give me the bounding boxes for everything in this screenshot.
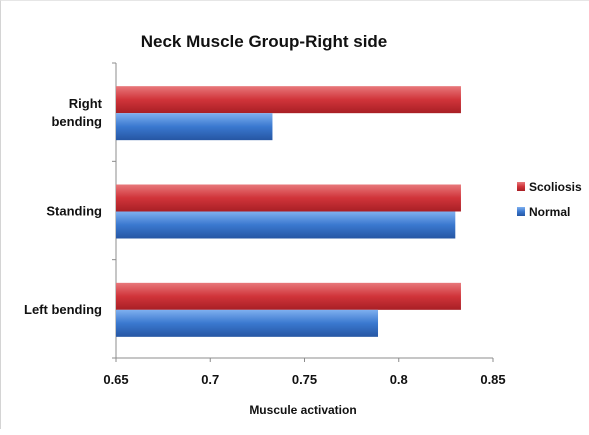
bar-scoliosis-2	[116, 282, 461, 310]
chart-title: Neck Muscle Group-Right side	[141, 32, 388, 51]
legend-swatch-scoliosis	[517, 182, 525, 191]
category-label: Left bending	[24, 302, 102, 317]
plot-area: 0.65 0.7 0.75 0.8 0.85 Right bending Standing Le…	[24, 62, 506, 387]
bar-scoliosis-0	[116, 86, 461, 114]
legend-label-scoliosis: Scoliosis	[529, 180, 582, 194]
category-label: Standing	[46, 204, 102, 219]
legend: Scoliosis Normal	[517, 180, 582, 219]
x-tick-label: 0.65	[103, 372, 128, 387]
bar-normal-1	[116, 211, 456, 239]
category-label: bending	[51, 114, 102, 129]
x-tick-label: 0.85	[480, 372, 505, 387]
x-tick-label: 0.75	[292, 372, 317, 387]
bar-normal-2	[116, 309, 379, 337]
category-label: Right	[69, 96, 103, 111]
legend-label-normal: Normal	[529, 205, 570, 219]
bar-normal-0	[116, 113, 273, 141]
bar-scoliosis-1	[116, 184, 461, 212]
legend-swatch-normal	[517, 207, 525, 216]
x-axis-title: Muscule activation	[249, 403, 356, 417]
x-tick-label: 0.7	[201, 372, 219, 387]
x-tick-label: 0.8	[390, 372, 408, 387]
